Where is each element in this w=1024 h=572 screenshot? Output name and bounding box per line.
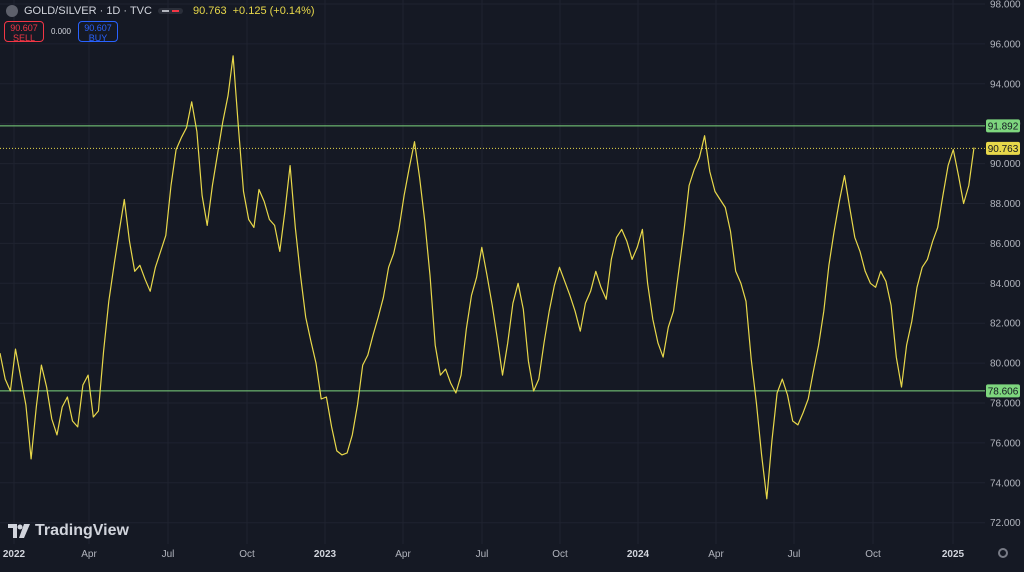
x-tick-label: Jul bbox=[162, 549, 175, 560]
price-level-badge bbox=[986, 119, 1020, 133]
last-price: 90.763 bbox=[192, 5, 227, 17]
brand-name: TradingView bbox=[35, 522, 129, 539]
series-line-gold-silver[interactable] bbox=[0, 55, 975, 500]
x-tick-label: Jul bbox=[476, 549, 489, 560]
y-tick-label: 90.000 bbox=[990, 159, 1021, 170]
series-layer bbox=[0, 55, 975, 500]
tradingview-logo[interactable]: TradingView bbox=[8, 522, 129, 540]
y-tick-label: 82.000 bbox=[990, 319, 1021, 330]
sell-price: 90.607 bbox=[10, 23, 38, 33]
level-badges: 91.892 90.763 78.606 bbox=[986, 119, 1020, 398]
buy-label: BUY bbox=[88, 33, 108, 43]
y-tick-label: 74.000 bbox=[990, 478, 1021, 489]
x-tick-label: 2025 bbox=[942, 549, 965, 560]
price-level-badge bbox=[986, 384, 1020, 398]
symbol-icon bbox=[6, 5, 18, 17]
grid bbox=[0, 0, 985, 544]
symbol-title[interactable]: GOLD/SILVER · 1D · TVC bbox=[24, 5, 152, 17]
x-tick-label: Oct bbox=[865, 549, 881, 560]
y-tick-label: 98.000 bbox=[990, 0, 1021, 11]
y-tick-label: 88.000 bbox=[990, 199, 1021, 210]
price-level-badge bbox=[986, 141, 1020, 155]
sell-label: SELL bbox=[12, 33, 36, 43]
gear-icon[interactable] bbox=[998, 548, 1008, 558]
trade-panel: 90.607 SELL 0.000 90.607 BUY bbox=[4, 21, 118, 43]
y-tick-label: 84.000 bbox=[990, 279, 1021, 290]
price-level-label: 91.892 bbox=[988, 121, 1019, 132]
x-tick-label: 2023 bbox=[314, 549, 337, 560]
x-tick-label: Oct bbox=[552, 549, 568, 560]
y-tick-label: 72.000 bbox=[990, 518, 1021, 529]
price-change: +0.125 (+0.14%) bbox=[232, 5, 315, 17]
plot-area bbox=[0, 0, 985, 544]
price-levels bbox=[0, 125, 985, 392]
y-tick-label: 94.000 bbox=[990, 79, 1021, 90]
x-tick-label: Apr bbox=[708, 549, 724, 560]
price-level-label: 90.763 bbox=[988, 144, 1019, 155]
y-tick-label: 86.000 bbox=[990, 239, 1021, 250]
chart-header: GOLD/SILVER · 1D · TVC 90.763 +0.125 (+0… bbox=[6, 3, 315, 19]
y-tick-label: 76.000 bbox=[990, 438, 1021, 449]
y-tick-label: 96.000 bbox=[990, 39, 1021, 50]
y-tick-label: 78.000 bbox=[990, 399, 1021, 410]
x-tick-label: 2024 bbox=[627, 549, 650, 560]
x-tick-label: 2022 bbox=[3, 549, 26, 560]
price-level-label: 78.606 bbox=[988, 386, 1019, 397]
x-tick-label: Jul bbox=[788, 549, 801, 560]
x-tick-label: Apr bbox=[395, 549, 411, 560]
y-axis: 98.00096.00094.00092.00090.00088.00086.0… bbox=[990, 0, 1021, 529]
spread-value: 0.000 bbox=[50, 27, 72, 36]
eye-icon[interactable] bbox=[157, 8, 183, 14]
y-tick-label: 80.000 bbox=[990, 359, 1021, 370]
x-tick-label: Apr bbox=[81, 549, 97, 560]
x-tick-label: Oct bbox=[239, 549, 255, 560]
tradingview-logo-icon bbox=[8, 524, 30, 538]
buy-button[interactable]: 90.607 BUY bbox=[78, 21, 118, 43]
buy-price: 90.607 bbox=[84, 23, 112, 33]
sell-button[interactable]: 90.607 SELL bbox=[4, 21, 44, 43]
x-axis: 2022 Apr Jul Oct 2023 Apr Jul Oct 2024 Apr Jul Oct 2… bbox=[3, 549, 965, 560]
